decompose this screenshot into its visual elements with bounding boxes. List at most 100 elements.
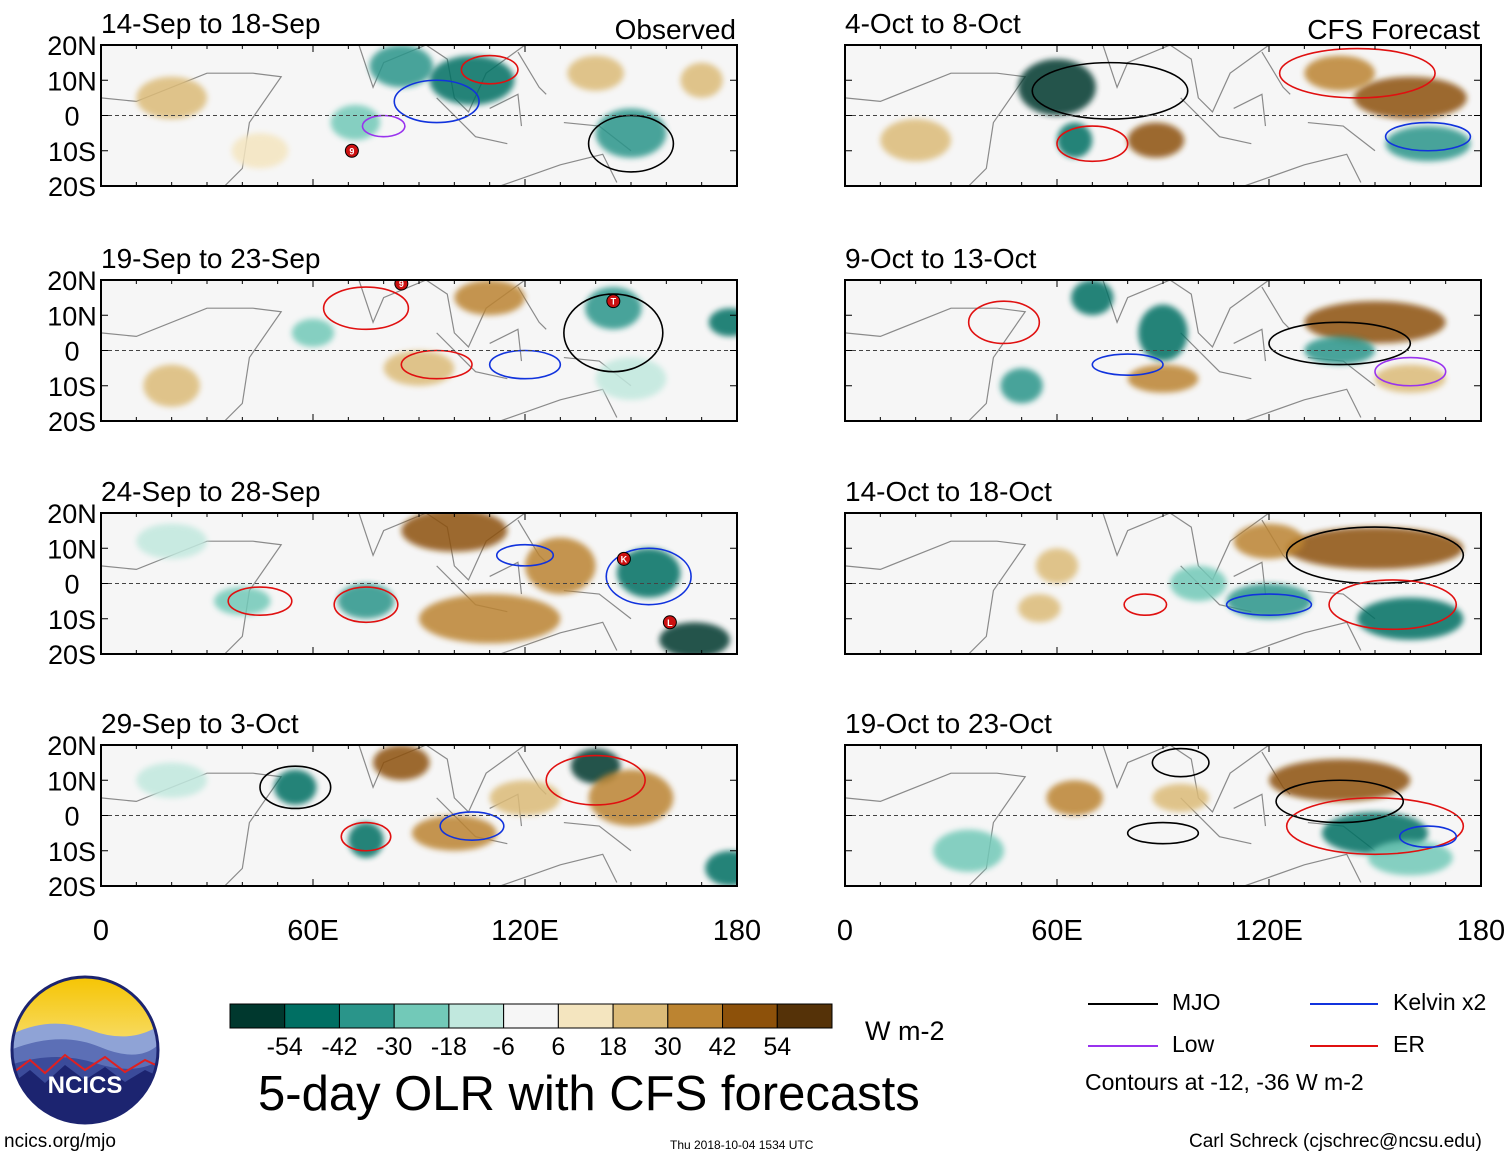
anomaly-field: 9T [101,280,737,421]
y-tick-label: 0 [64,802,79,832]
panel-date-label: 24-Sep to 28-Sep [101,476,321,507]
olr-anomaly [659,622,730,654]
olr-anomaly [337,583,395,619]
y-tick-label: 10S [48,605,96,635]
forecast-contour [1384,121,1472,152]
olr-anomaly [369,45,434,88]
colorbar-swatch [722,1003,778,1029]
colorbar-tick-label: -6 [493,1033,515,1061]
colorbar-tick-label: 18 [599,1033,627,1061]
olr-anomaly [1304,301,1446,344]
colorbar-swatch [338,1003,395,1029]
coastline-africa [845,72,1027,186]
panel-7: 14-Oct to 18-Oct [844,476,1482,655]
coastline-asia [260,745,526,814]
panel-8: 19-Oct to 23-Oct 0 60E 120E 180 [837,708,1505,947]
forecast-contour [967,300,1041,345]
contours-note: Contours at -12, -36 W m-2 [1085,1069,1364,1095]
anomaly-field [845,45,1472,186]
y-tick-label: 0 [64,337,79,367]
colorbar-tick-label: -18 [431,1033,467,1061]
olr-anomaly [1357,597,1464,640]
olr-anomaly [274,769,317,805]
olr-anomaly [595,357,667,400]
forecast-contour [563,293,664,373]
colorbar-swatch [667,1003,724,1029]
x-tick-label: 120E [1235,915,1303,947]
legend-label-mjo: MJO [1172,989,1221,1015]
olr-anomaly [291,318,335,347]
olr-anomaly [136,523,207,559]
olr-anomaly [567,55,624,91]
forecast-contour [1091,353,1164,376]
footer-author: Carl Schreck (cjschrec@ncsu.edu) [1189,1131,1482,1152]
olr-anomaly [1071,280,1114,316]
legend-label-er: ER [1393,1031,1425,1057]
legend-line-low [1088,1045,1158,1047]
y-tick-label: 20N [47,31,97,61]
anomaly-field [845,280,1447,421]
colorbar-swatch [393,1003,450,1029]
legend-line-er [1310,1045,1378,1047]
storm-marker-icon [662,615,677,630]
storm-marker-label: 9 [349,146,354,156]
olr-anomaly [143,364,200,407]
coastline-maritime [436,286,632,421]
colorbar-swatch [612,1003,669,1029]
anomaly-field [101,745,737,886]
forecast-contour [1278,47,1436,99]
y-tick-label: 20N [47,266,97,296]
olr-anomaly [1385,126,1471,162]
forecast-contour [1151,747,1210,778]
forecast-contour [322,286,410,331]
panel-6: 9-Oct to 13-Oct [844,243,1482,422]
olr-anomaly [1018,59,1096,116]
olr-anomaly [214,587,271,616]
forecast-contour [1328,579,1458,631]
olr-anomaly [708,308,737,337]
forecast-contour [400,349,473,380]
forecast-contour [340,821,392,852]
panel-5: 4-Oct to 8-Oct CFS Forecast [844,8,1482,187]
panel-date-label: 9-Oct to 13-Oct [845,243,1037,274]
x-tick-label: 120E [491,915,559,947]
y-tick-label: 20S [48,172,96,202]
coastline-africa [101,540,283,654]
coastline-africa [845,540,1027,654]
footer-url[interactable]: ncics.org/mjo [4,1131,116,1152]
olr-anomaly [680,62,723,98]
observed-label: Observed [615,14,736,45]
colorbar-swatch [503,1003,559,1029]
forecast-contour [1374,356,1447,387]
forecast-contour [333,586,399,624]
forecast-contour [605,547,692,606]
forecast-contour [1268,321,1412,366]
colorbar: -54 -42 -30 -18 -6 6 18 30 42 54 [229,1003,833,1061]
forecast-contour [587,114,675,173]
colorbar-tick-label: 42 [709,1033,737,1061]
forecast-contour [393,79,480,124]
olr-anomaly [383,350,455,386]
olr-anomaly [1286,527,1464,570]
forecast-contour [1031,61,1189,120]
forecast-contour [1126,821,1200,845]
storm-marker-icon [394,280,409,291]
coastline-asia [260,280,526,349]
colorbar-units: W m-2 [865,1016,945,1046]
olr-anomaly [1000,368,1043,404]
olr-anomaly [1375,364,1446,393]
olr-anomaly [454,280,525,316]
colorbar-swatch [284,1003,340,1029]
colorbar-swatch [776,1003,833,1029]
olr-anomaly [231,133,289,169]
x-tick-label: 0 [837,915,853,947]
panel-4: 20N 10N 0 10S 20S 29-Sep to 3-Oct 0 60E 120E 180 [47,708,761,947]
olr-anomaly [1152,783,1209,812]
olr-anomaly [525,537,596,595]
olr-anomaly [1233,523,1305,559]
y-tick-label: 20S [48,407,96,437]
olr-anomaly [1127,122,1185,158]
logo-text: NCICS [48,1072,123,1099]
